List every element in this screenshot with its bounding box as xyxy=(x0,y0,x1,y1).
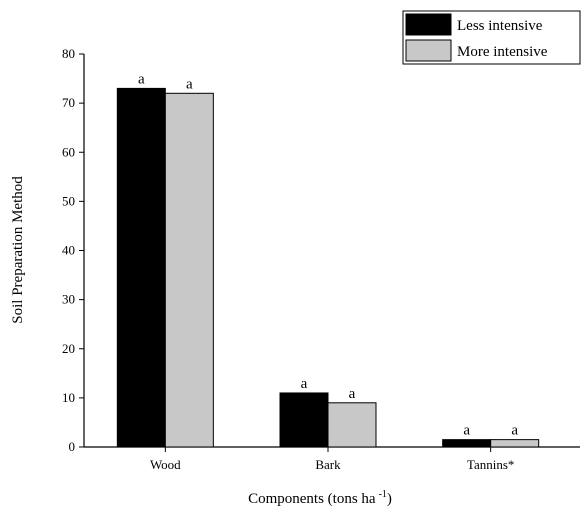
x-axis-title: Components (tons ha -1) xyxy=(248,489,392,507)
legend-label-less-intensive: Less intensive xyxy=(457,18,543,34)
bar-significance-label: a xyxy=(301,376,308,392)
bar-significance-label: a xyxy=(463,423,470,439)
legend: Less intensive More intensive xyxy=(402,10,581,65)
bar-significance-label: a xyxy=(138,71,145,87)
legend-swatch-less-intensive xyxy=(405,13,452,36)
bar xyxy=(116,87,166,448)
y-tick-label: 10 xyxy=(62,390,75,405)
bar xyxy=(164,92,214,448)
x-tick-label: Bark xyxy=(315,457,341,472)
bar-significance-label: a xyxy=(186,76,193,92)
bar xyxy=(279,392,329,448)
legend-swatch-more-intensive xyxy=(405,39,452,62)
bars: a a a a a a xyxy=(116,71,540,448)
x-axis-title-text: Components (tons ha xyxy=(248,491,376,507)
x-tick-label: Wood xyxy=(150,457,181,472)
bar xyxy=(327,402,377,448)
y-tick-label: 30 xyxy=(62,292,75,307)
x-axis-title-superscript: -1 xyxy=(379,489,387,500)
y-tick-label: 20 xyxy=(62,341,75,356)
bar xyxy=(442,439,492,448)
bar-significance-label: a xyxy=(349,386,356,402)
bar-significance-label: a xyxy=(511,423,518,439)
legend-label-more-intensive: More intensive xyxy=(457,44,548,60)
y-axis-ticks: 0 10 20 30 40 50 60 70 80 xyxy=(62,46,84,454)
x-axis-ticks: Wood Bark Tannins* xyxy=(150,447,514,472)
y-tick-label: 50 xyxy=(62,193,75,208)
y-tick-label: 60 xyxy=(62,144,75,159)
y-tick-label: 70 xyxy=(62,95,75,110)
bar xyxy=(490,439,540,448)
x-axis-title-close: ) xyxy=(387,491,392,507)
y-tick-label: 40 xyxy=(62,243,75,258)
y-tick-label: 80 xyxy=(62,46,75,61)
x-tick-label: Tannins* xyxy=(467,457,514,472)
y-axis-title: Soil Preparation Method xyxy=(10,176,26,324)
y-tick-label: 0 xyxy=(69,439,76,454)
